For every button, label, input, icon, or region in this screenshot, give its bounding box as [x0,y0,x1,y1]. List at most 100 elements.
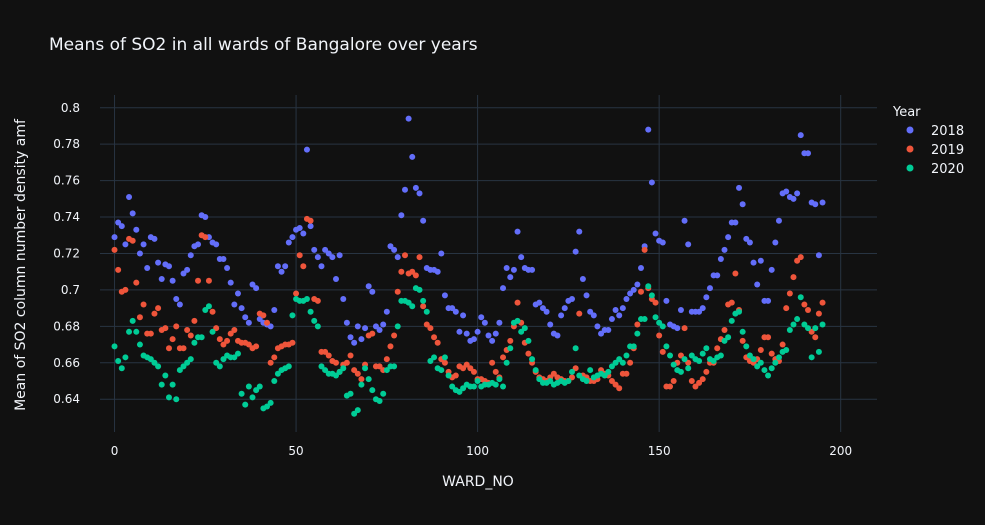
data-point-2018[interactable] [401,186,408,193]
data-point-2018[interactable] [775,217,782,224]
data-point-2020[interactable] [569,368,576,375]
data-point-2019[interactable] [173,323,180,330]
data-point-2020[interactable] [797,294,804,301]
data-point-2018[interactable] [256,316,263,323]
data-point-2020[interactable] [503,359,510,366]
data-point-2020[interactable] [180,363,187,370]
data-point-2018[interactable] [500,285,507,292]
data-point-2019[interactable] [732,270,739,277]
data-point-2019[interactable] [667,383,674,390]
data-point-2020[interactable] [213,359,220,366]
data-point-2018[interactable] [510,266,517,273]
data-point-2018[interactable] [249,281,256,288]
data-point-2019[interactable] [452,372,459,379]
data-point-2020[interactable] [474,377,481,384]
data-point-2020[interactable] [656,319,663,326]
data-point-2018[interactable] [572,248,579,255]
data-point-2020[interactable] [158,381,165,388]
data-point-2020[interactable] [794,316,801,323]
data-point-2020[interactable] [285,363,292,370]
data-point-2020[interactable] [165,394,172,401]
data-point-2020[interactable] [492,381,499,388]
data-point-2020[interactable] [303,296,310,303]
data-point-2019[interactable] [169,336,176,343]
data-point-2020[interactable] [256,383,263,390]
data-point-2020[interactable] [786,326,793,333]
data-point-2019[interactable] [721,326,728,333]
data-point-2020[interactable] [249,394,256,401]
data-point-2019[interactable] [608,377,615,384]
data-point-2018[interactable] [790,195,797,202]
data-point-2019[interactable] [358,376,365,383]
data-point-2020[interactable] [819,321,826,328]
data-point-2020[interactable] [583,377,590,384]
data-point-2019[interactable] [314,297,321,304]
data-point-2020[interactable] [445,372,452,379]
data-point-2020[interactable] [318,363,325,370]
data-point-2018[interactable] [111,234,118,241]
data-point-2020[interactable] [231,354,238,361]
data-point-2018[interactable] [416,190,423,197]
data-point-2020[interactable] [333,372,340,379]
data-point-2020[interactable] [441,354,448,361]
data-point-2020[interactable] [115,357,122,364]
data-point-2020[interactable] [790,321,797,328]
data-point-2018[interactable] [347,334,354,341]
data-point-2018[interactable] [605,326,612,333]
data-point-2018[interactable] [452,308,459,315]
data-point-2018[interactable] [492,330,499,337]
data-point-2018[interactable] [180,270,187,277]
data-point-2019[interactable] [812,334,819,341]
data-point-2020[interactable] [616,356,623,363]
data-point-2019[interactable] [768,350,775,357]
series-2020[interactable] [111,283,826,417]
data-point-2019[interactable] [659,348,666,355]
data-point-2020[interactable] [220,356,227,363]
data-point-2019[interactable] [699,376,706,383]
data-point-2019[interactable] [293,290,300,297]
data-point-2020[interactable] [652,314,659,321]
data-point-2018[interactable] [489,337,496,344]
data-point-2020[interactable] [122,354,129,361]
data-point-2020[interactable] [216,363,223,370]
data-point-2018[interactable] [547,321,554,328]
data-point-2020[interactable] [772,359,779,366]
data-point-2019[interactable] [739,337,746,344]
data-point-2020[interactable] [238,390,245,397]
data-point-2020[interactable] [460,385,467,392]
data-point-2018[interactable] [518,254,525,261]
data-point-2018[interactable] [478,314,485,321]
legend[interactable]: Year 2018 2019 2020 [892,105,964,177]
data-point-2019[interactable] [162,325,169,332]
data-point-2018[interactable] [365,283,372,290]
data-point-2020[interactable] [242,401,249,408]
data-point-2020[interactable] [155,363,162,370]
data-point-2020[interactable] [129,317,136,324]
data-point-2019[interactable] [801,301,808,308]
data-point-2018[interactable] [383,308,390,315]
data-point-2019[interactable] [797,254,804,261]
data-point-2020[interactable] [775,354,782,361]
data-point-2019[interactable] [616,385,623,392]
data-point-2019[interactable] [394,288,401,295]
data-point-2019[interactable] [489,359,496,366]
data-point-2018[interactable] [558,312,565,319]
data-point-2019[interactable] [245,341,252,348]
data-point-2018[interactable] [238,305,245,312]
data-point-2020[interactable] [532,367,539,374]
data-point-2018[interactable] [696,308,703,315]
data-point-2020[interactable] [507,345,514,352]
data-point-2020[interactable] [253,387,260,394]
data-point-2018[interactable] [768,266,775,273]
data-point-2020[interactable] [746,352,753,359]
data-point-2020[interactable] [394,323,401,330]
data-point-2018[interactable] [311,246,318,253]
data-point-2019[interactable] [463,361,470,368]
data-point-2018[interactable] [307,223,314,230]
data-point-2018[interactable] [227,279,234,286]
data-point-2019[interactable] [576,310,583,317]
data-point-2019[interactable] [688,377,695,384]
data-point-2018[interactable] [554,332,561,339]
data-point-2018[interactable] [460,312,467,319]
data-point-2019[interactable] [492,368,499,375]
